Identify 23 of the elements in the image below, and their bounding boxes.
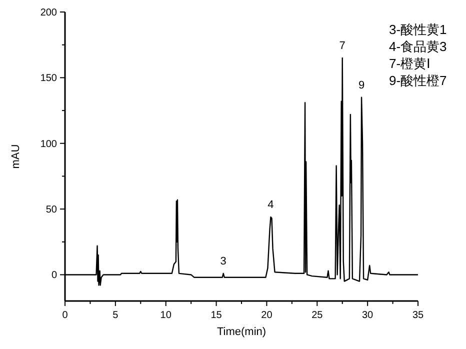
annotation: 9 — [358, 79, 365, 92]
annotation: 3-酸性黄1 — [389, 22, 447, 37]
annotation: 7-橙黄Ⅰ — [389, 56, 431, 71]
x-tick-label: 5 — [112, 310, 119, 321]
x-tick-label: 30 — [362, 310, 374, 321]
annotation: 7 — [339, 40, 346, 52]
x-tick-label: 25 — [312, 310, 324, 321]
x-tick-label: 20 — [261, 310, 273, 321]
y-axis-title: mAU — [10, 144, 22, 169]
x-axis-title: Time(min) — [216, 326, 266, 338]
y-tick-label: 200 — [40, 8, 58, 18]
annotation: 4-食品黄3 — [389, 39, 447, 54]
x-tick-label: 15 — [210, 310, 222, 321]
annotation: 4 — [268, 198, 274, 211]
y-tick-label: 50 — [46, 204, 58, 216]
annotation: 3 — [220, 255, 226, 268]
x-tick-label: 35 — [412, 310, 424, 321]
x-tick-label: 10 — [160, 310, 172, 321]
annotation: 9-酸性橙7 — [389, 73, 447, 88]
y-tick-label: 0 — [51, 270, 58, 282]
y-tick-label: 100 — [40, 138, 58, 150]
x-tick-label: 0 — [62, 310, 68, 321]
y-tick-label: 150 — [40, 73, 58, 84]
